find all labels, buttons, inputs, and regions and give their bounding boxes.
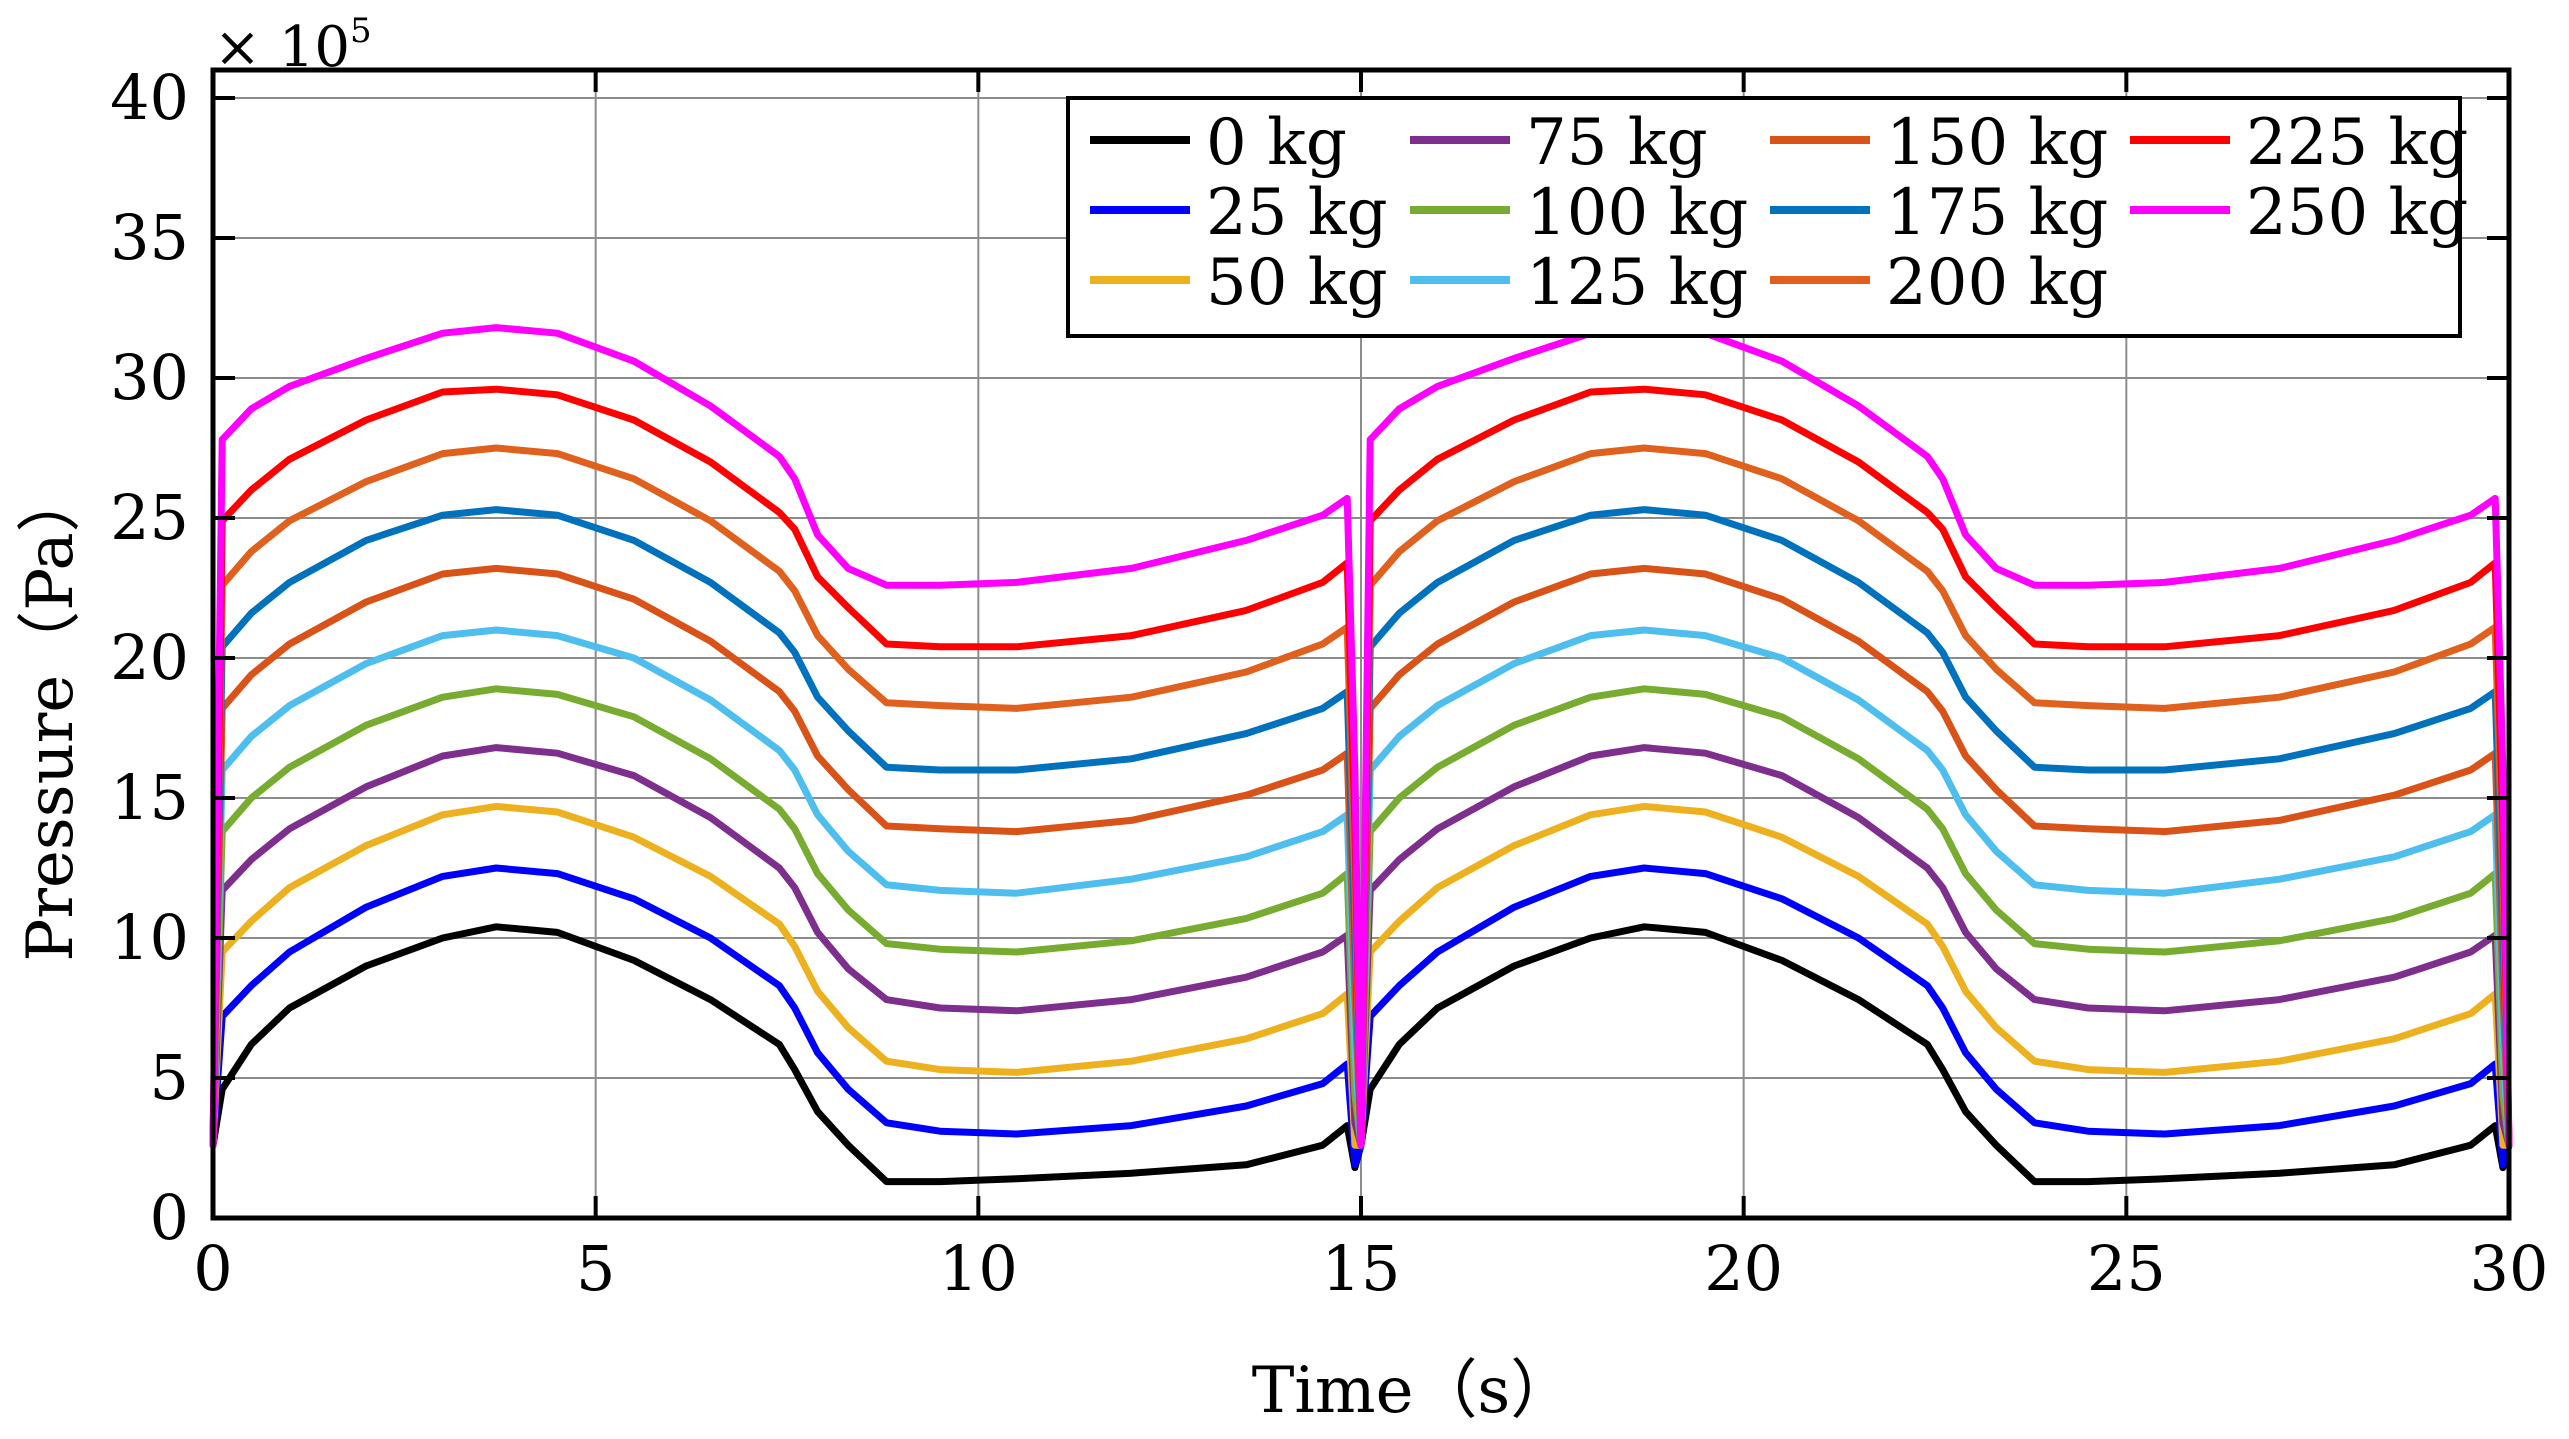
x-tick-label: 25 (2087, 1232, 2166, 1305)
y-axis-multiplier: × 105 (214, 11, 372, 80)
legend-label: 25 kg (1206, 176, 1388, 250)
legend-label: 50 kg (1206, 246, 1388, 320)
x-tick-label: 5 (576, 1232, 615, 1305)
y-axis-multiplier-base: × 10 (214, 15, 350, 80)
legend-label: 200 kg (1886, 246, 2108, 320)
legend-label: 225 kg (2246, 106, 2468, 180)
y-tick-label: 25 (110, 481, 189, 554)
x-tick-label: 10 (939, 1232, 1018, 1305)
y-tick-label: 35 (110, 201, 189, 274)
x-tick-label: 0 (193, 1232, 232, 1305)
x-tick-label: 30 (2470, 1232, 2549, 1305)
legend-label: 125 kg (1526, 246, 1748, 320)
x-tick-label: 20 (1704, 1232, 1783, 1305)
y-tick-label: 15 (110, 761, 189, 834)
y-tick-label: 10 (110, 901, 189, 974)
x-axis-title: Time（s） (1252, 1354, 1575, 1428)
legend-label: 100 kg (1526, 176, 1748, 250)
y-tick-label: 0 (150, 1181, 189, 1254)
y-tick-label: 30 (110, 341, 189, 414)
legend-label: 0 kg (1206, 106, 1347, 180)
y-tick-label: 20 (110, 621, 189, 694)
legend-label: 175 kg (1886, 176, 2108, 250)
axis-ticks: 0 5 10 15 20 25 30 0 5 10 15 20 25 30 35 40 (110, 61, 2548, 1305)
y-tick-label: 40 (110, 61, 189, 134)
y-axis-title: Pressure（Pa） (14, 468, 88, 961)
legend-label: 250 kg (2246, 176, 2468, 250)
y-tick-label: 5 (150, 1041, 189, 1114)
legend-label: 75 kg (1526, 106, 1708, 180)
y-axis-multiplier-exponent: 5 (350, 11, 372, 51)
x-tick-label: 15 (1322, 1232, 1401, 1305)
series-lines (209, 324, 2513, 1186)
series-line-250-kg (209, 324, 2513, 1149)
legend-label: 150 kg (1886, 106, 2108, 180)
